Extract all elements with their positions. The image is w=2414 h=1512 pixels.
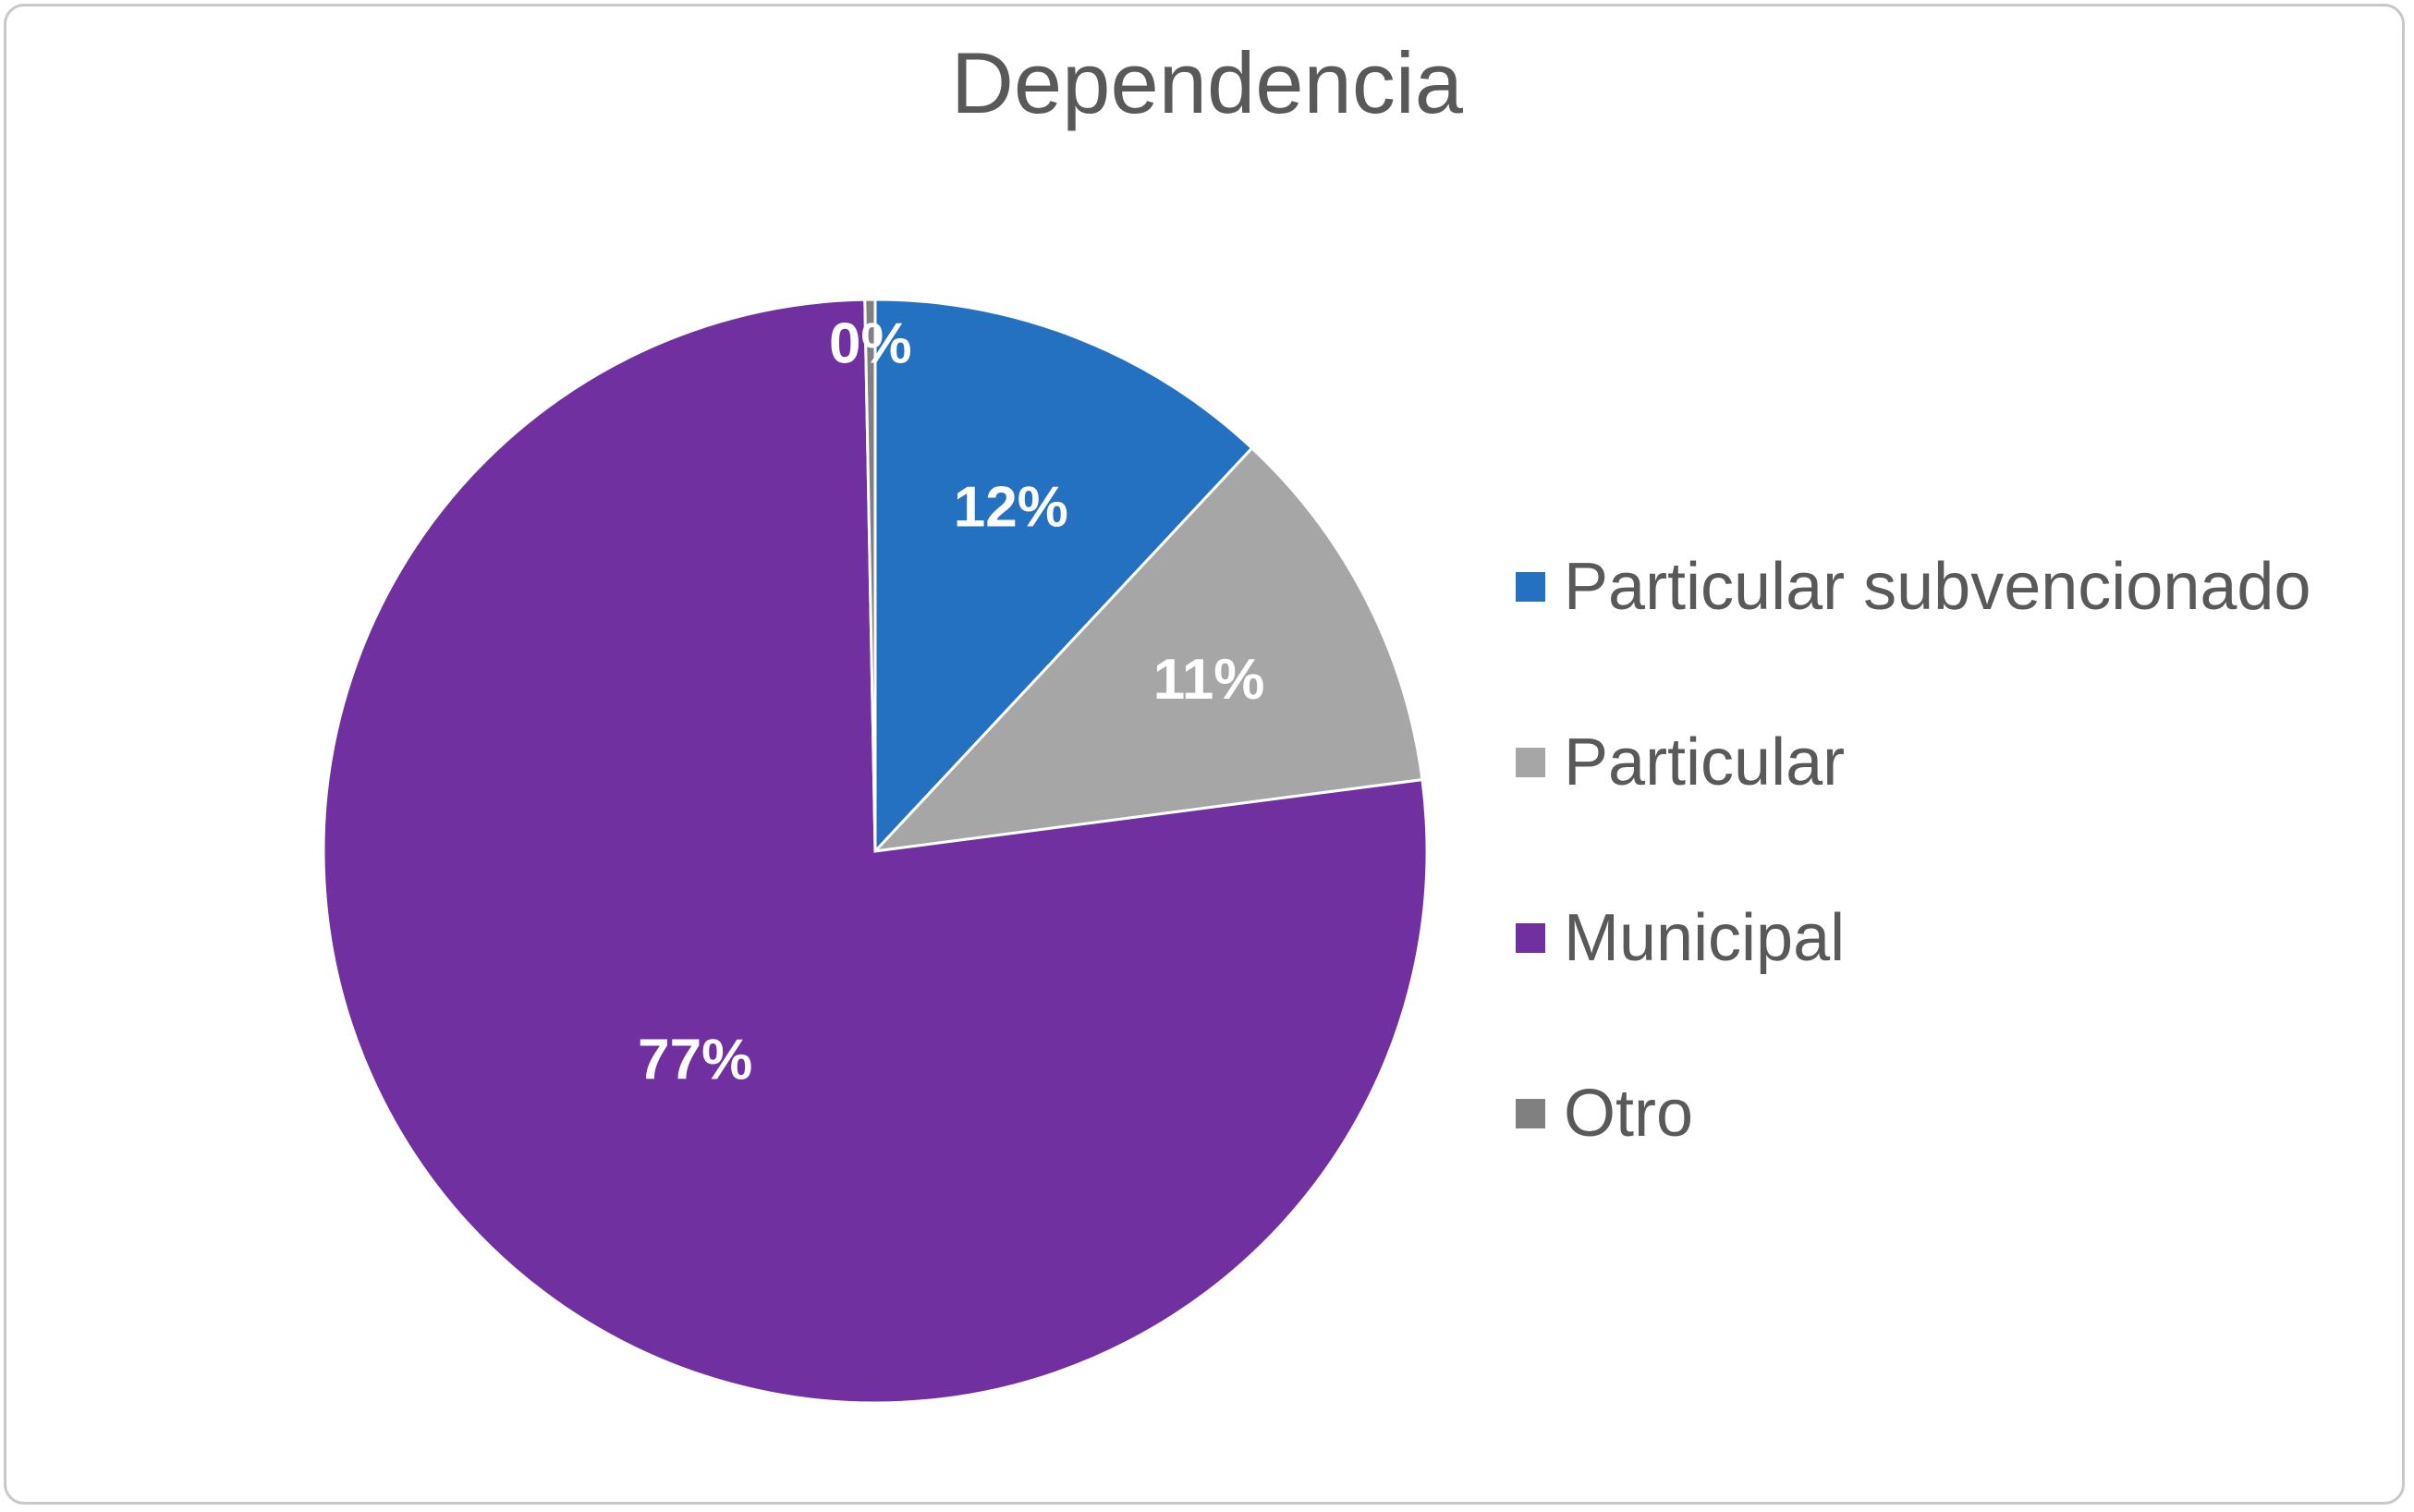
pie-slice-particular-subvencionado <box>873 298 1254 855</box>
data-label-particular-subvencionado: 12% <box>954 475 1068 539</box>
pie-slice-municipal <box>322 298 1429 1405</box>
legend-swatch <box>1516 748 1545 777</box>
data-label-municipal: 77% <box>638 1029 752 1092</box>
legend-item-particular-subvencionado: Particular subvencionado <box>1516 499 2311 675</box>
chart-title: Dependencia <box>951 34 1463 131</box>
pie-slice-otro <box>863 298 877 852</box>
legend-item-municipal: Municipal <box>1516 850 2311 1026</box>
legend-item-particular: Particular <box>1516 675 2311 850</box>
data-label-otro: 0% <box>829 311 912 375</box>
legend-swatch <box>1516 572 1545 602</box>
legend: Particular subvencionado Particular Munici… <box>1516 499 2311 1201</box>
legend-label: Particular <box>1564 726 1846 799</box>
legend-label: Municipal <box>1564 901 1846 975</box>
pie-slice-particular <box>872 445 1424 854</box>
legend-swatch <box>1516 1099 1545 1128</box>
legend-swatch <box>1516 923 1545 953</box>
legend-item-otro: Otro <box>1516 1026 2311 1201</box>
legend-label: Otro <box>1564 1077 1694 1151</box>
legend-label: Particular subvencionado <box>1564 550 2311 624</box>
data-label-particular: 11% <box>1153 648 1265 712</box>
